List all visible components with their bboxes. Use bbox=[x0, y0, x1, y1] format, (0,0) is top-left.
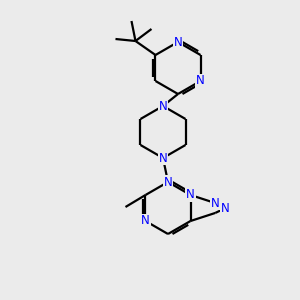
Text: N: N bbox=[174, 35, 182, 49]
Text: N: N bbox=[141, 214, 150, 227]
Text: N: N bbox=[164, 176, 172, 188]
Text: N: N bbox=[211, 196, 220, 209]
Text: N: N bbox=[186, 188, 195, 202]
Text: N: N bbox=[159, 100, 167, 112]
Text: N: N bbox=[196, 74, 205, 88]
Text: N: N bbox=[159, 152, 167, 164]
Text: N: N bbox=[221, 202, 230, 214]
